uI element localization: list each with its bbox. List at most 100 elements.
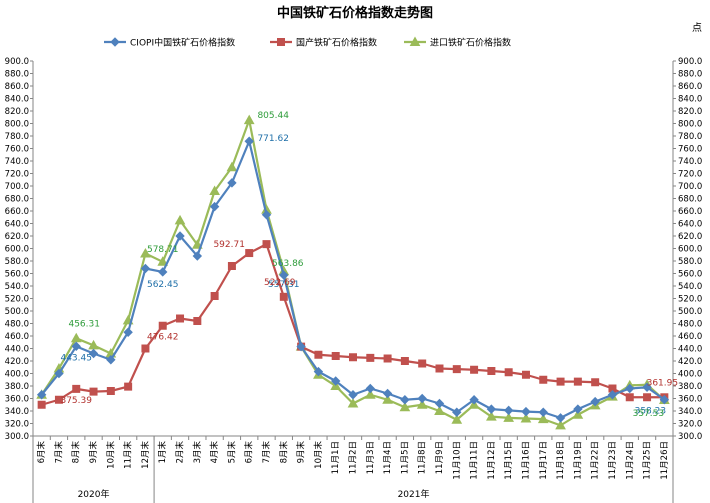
marker-diamond	[625, 383, 635, 394]
marker-square	[349, 353, 357, 362]
series-0	[36, 136, 670, 423]
marker-triangle	[416, 399, 428, 409]
marker-triangle	[451, 414, 463, 424]
x-tick-label: 11月末	[123, 441, 134, 469]
y-tick-label-left: 660.0	[5, 207, 29, 217]
data-label: 805.44	[257, 111, 289, 121]
marker-square	[643, 393, 652, 402]
marker-diamond	[54, 368, 64, 379]
marker-diamond	[296, 341, 306, 352]
x-tick-label: 12月末	[140, 441, 151, 469]
marker-square	[158, 321, 167, 330]
marker-square	[176, 314, 185, 323]
data-label: 771.62	[257, 134, 289, 144]
legend: CIOPI中国铁矿石价格指数 国产铁矿石价格指数 进口铁矿石价格指数	[104, 36, 511, 49]
y-tick-label-left: 840.0	[5, 95, 29, 105]
marker-diamond	[192, 251, 203, 261]
series-1	[37, 240, 669, 409]
marker-diamond	[158, 267, 168, 277]
marker-square	[54, 395, 63, 404]
y-tick-label-right: 340.0	[678, 407, 702, 417]
y-tick-label-right: 500.0	[678, 307, 702, 317]
y-tick-label-right: 380.0	[678, 382, 702, 392]
y-tick-label-left: 600.0	[5, 245, 29, 255]
y-tick-label-left: 800.0	[5, 120, 29, 130]
x-tick-label: 3月末	[192, 441, 203, 464]
marker-square	[227, 262, 236, 270]
marker-diamond	[400, 395, 410, 405]
marker-triangle	[486, 411, 497, 421]
chart-title: 中国铁矿石价格指数走势图	[277, 5, 433, 21]
marker-diamond	[555, 413, 566, 423]
marker-square	[487, 367, 496, 375]
y-tick-label-left: 440.0	[5, 345, 29, 355]
y-tick-label-right: 820.0	[678, 107, 702, 117]
marker-square	[89, 387, 98, 396]
data-label: 357.53	[633, 409, 665, 419]
data-label: 375.39	[60, 396, 92, 406]
y-tick-label-left: 300.0	[5, 432, 29, 442]
marker-square	[539, 375, 548, 384]
y-tick-label-right: 540.0	[678, 282, 702, 292]
x-tick-label: 11月16日	[521, 441, 531, 480]
x-tick-label: 11月5日	[400, 441, 410, 474]
data-label: 443.45	[60, 353, 92, 363]
marker-diamond	[659, 394, 670, 405]
marker-diamond	[521, 406, 531, 417]
y-tick-label-right: 860.0	[678, 82, 702, 92]
marker-diamond	[503, 405, 514, 416]
series-line	[41, 243, 665, 406]
marker-square	[400, 357, 409, 365]
marker-triangle	[191, 239, 203, 249]
x-tick-label: 11月19日	[573, 441, 583, 480]
marker-triangle	[243, 114, 255, 125]
y-tick-label-left: 820.0	[5, 107, 29, 117]
x-tick-label: 11月2日	[349, 441, 359, 474]
y-tick-label-right: 460.0	[678, 332, 702, 342]
marker-square	[521, 370, 530, 379]
marker-diamond	[486, 404, 497, 414]
legend-label: CIOPI中国铁矿石价格指数	[130, 37, 235, 49]
x-tick-label: 8月末	[278, 441, 289, 464]
y-tick-label-right: 780.0	[678, 132, 702, 142]
marker-square	[279, 292, 288, 301]
year-label: 2020年	[78, 488, 110, 500]
x-tick-label: 11月26日	[660, 441, 670, 480]
data-label: 361.95	[647, 378, 679, 388]
y-tick-label-left: 540.0	[5, 282, 29, 292]
x-tick-label: 10月末	[313, 441, 324, 469]
y-tick-label-left: 740.0	[5, 157, 29, 167]
marker-square	[262, 240, 271, 249]
y-tick-label-left: 460.0	[5, 332, 29, 342]
marker-diamond	[452, 407, 462, 417]
marker-triangle	[520, 412, 532, 423]
y-tick-label-right: 700.0	[678, 182, 702, 192]
y-tick-label-right: 580.0	[678, 257, 702, 267]
marker-square	[106, 387, 115, 395]
marker-diamond	[348, 390, 358, 400]
marker-diamond	[417, 393, 427, 404]
y-tick-label-left: 480.0	[5, 320, 29, 330]
marker-diamond	[469, 395, 479, 405]
marker-triangle	[157, 256, 169, 266]
y-tick-label-left: 780.0	[5, 132, 29, 142]
marker-square	[366, 353, 375, 362]
y-tick-label-left: 380.0	[5, 382, 29, 392]
marker-square	[418, 359, 427, 368]
y-tick-label-right: 760.0	[678, 145, 702, 155]
y-tick-label-left: 360.0	[5, 395, 29, 405]
data-label: 563.86	[272, 259, 304, 269]
x-tick-label: 11月22日	[591, 441, 601, 480]
marker-square	[277, 38, 285, 46]
marker-diamond	[382, 388, 393, 399]
x-tick-label: 11月8日	[418, 441, 428, 474]
y-tick-label-left: 520.0	[5, 295, 29, 305]
marker-diamond	[279, 270, 289, 280]
marker-triangle	[399, 401, 411, 412]
x-tick-label: 2月末	[175, 441, 186, 464]
marker-triangle	[382, 394, 393, 404]
unit-label: 点	[692, 22, 702, 34]
marker-square	[314, 350, 323, 359]
marker-square	[72, 384, 81, 393]
marker-diamond	[573, 404, 583, 414]
